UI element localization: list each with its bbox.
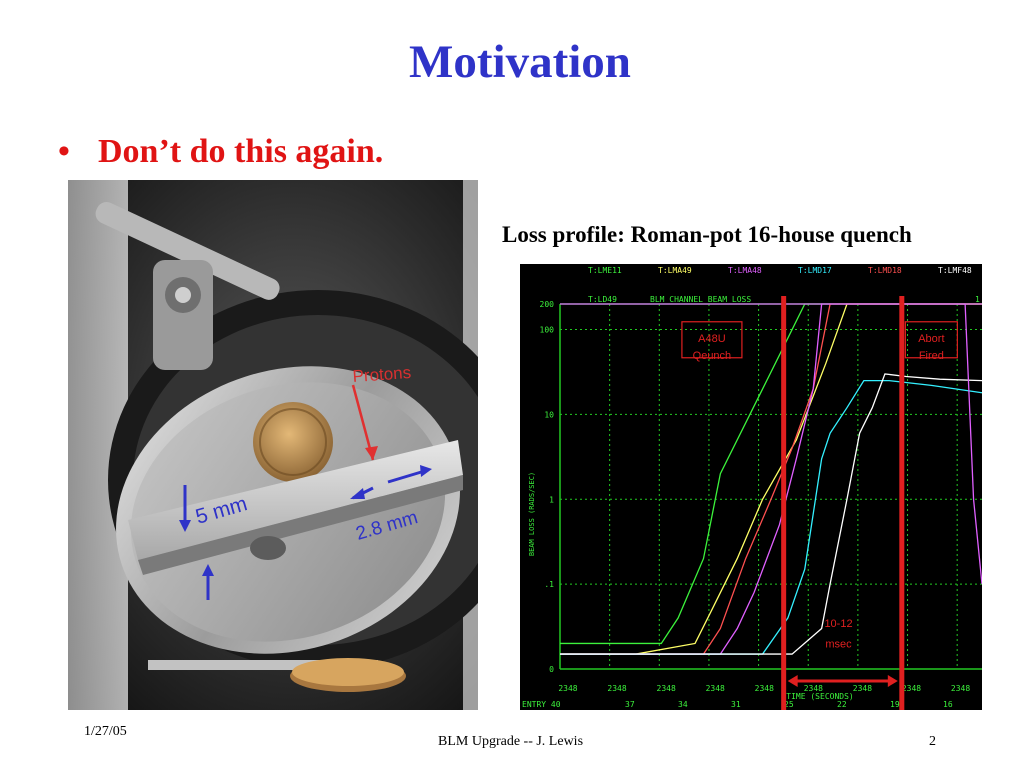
x-tick-label: 2348	[902, 684, 921, 693]
y-tick-label: 1	[549, 495, 554, 504]
annotation-text: Fired	[919, 350, 944, 362]
series-line	[560, 303, 982, 655]
y-tick-label: 100	[540, 326, 555, 335]
annotation-box	[681, 321, 743, 359]
x-tick-label: 2348	[755, 684, 774, 693]
series-line	[560, 373, 982, 655]
entry-label: 19	[890, 700, 900, 709]
entry-label: ENTRY 40	[522, 700, 561, 709]
annotation-box	[904, 321, 958, 359]
x-tick-label: 2348	[951, 684, 970, 693]
x-tick-label: 2348	[804, 684, 823, 693]
entry-label: 22	[837, 700, 847, 709]
entry-label: 16	[943, 700, 953, 709]
series-line	[560, 303, 982, 655]
x-tick-label: 2348	[853, 684, 872, 693]
chart-header-right: 1	[975, 295, 980, 304]
y-tick-label: 10	[544, 410, 554, 419]
footer-date: 1/27/05	[84, 724, 127, 739]
entry-label: 34	[678, 700, 688, 709]
chart-header-title: BLM CHANNEL BEAM LOSS	[650, 295, 751, 304]
chart-caption: Loss profile: Roman-pot 16-house quench	[502, 222, 912, 247]
beam-loss-chart-svg: T:LME11 T:LMA49 T:LMA48 T:LMD17 T:LMD18 T:LMF…	[520, 264, 982, 710]
series-line	[560, 303, 982, 655]
roman-pot-illustration: Protons 5 mm 2.8 mm	[68, 180, 478, 710]
entry-label: 37	[625, 700, 635, 709]
beam-loss-chart: T:LME11 T:LMA49 T:LMA48 T:LMD17 T:LMD18 T:LMF…	[520, 264, 982, 710]
duration-arrow-right-head	[887, 675, 898, 687]
annotation-text: 10-12	[824, 618, 852, 630]
protons-label: Protons	[352, 363, 412, 386]
bullet-text: Don’t do this again.	[98, 133, 384, 170]
y-axis-label: BEAM LOSS (RADS/SEC)	[528, 472, 536, 556]
y-tick-label: 0	[549, 665, 554, 674]
x-axis-label: TIME (SECONDS)	[786, 692, 853, 701]
channel-label: T:LMD17	[798, 266, 832, 275]
x-tick-label: 2348	[657, 684, 676, 693]
series-line	[560, 303, 982, 585]
slide-title: Motivation	[409, 36, 631, 88]
chart-header-left: T:LD49	[588, 295, 617, 304]
channel-label: T:LME11	[588, 266, 622, 275]
bullet-symbol: •	[58, 133, 70, 170]
channel-label: T:LMD18	[868, 266, 902, 275]
x-tick-label: 2348	[706, 684, 725, 693]
duration-arrow-left-head	[787, 675, 798, 687]
channel-label: T:LMA49	[658, 266, 692, 275]
roman-pot-photo: Protons 5 mm 2.8 mm	[68, 180, 478, 710]
entry-label: 25	[784, 700, 794, 709]
annotation-text: Abort	[918, 333, 944, 345]
y-tick-label: .1	[544, 580, 554, 589]
x-tick-label: 2348	[607, 684, 626, 693]
bullet-item: • Don’t do this again.	[58, 130, 383, 174]
channel-label: T:LMF48	[938, 266, 972, 275]
footer-title: BLM Upgrade -- J. Lewis	[438, 734, 584, 749]
x-tick-label: 2348	[558, 684, 577, 693]
footer-page-number: 2	[929, 734, 936, 749]
annotation-text: Qeunch	[693, 350, 732, 362]
annotation-text: msec	[825, 638, 852, 650]
y-tick-label: 200	[540, 300, 555, 309]
annotation-text: A48U	[698, 333, 726, 345]
entry-label: 31	[731, 700, 741, 709]
channel-label: T:LMA48	[728, 266, 762, 275]
